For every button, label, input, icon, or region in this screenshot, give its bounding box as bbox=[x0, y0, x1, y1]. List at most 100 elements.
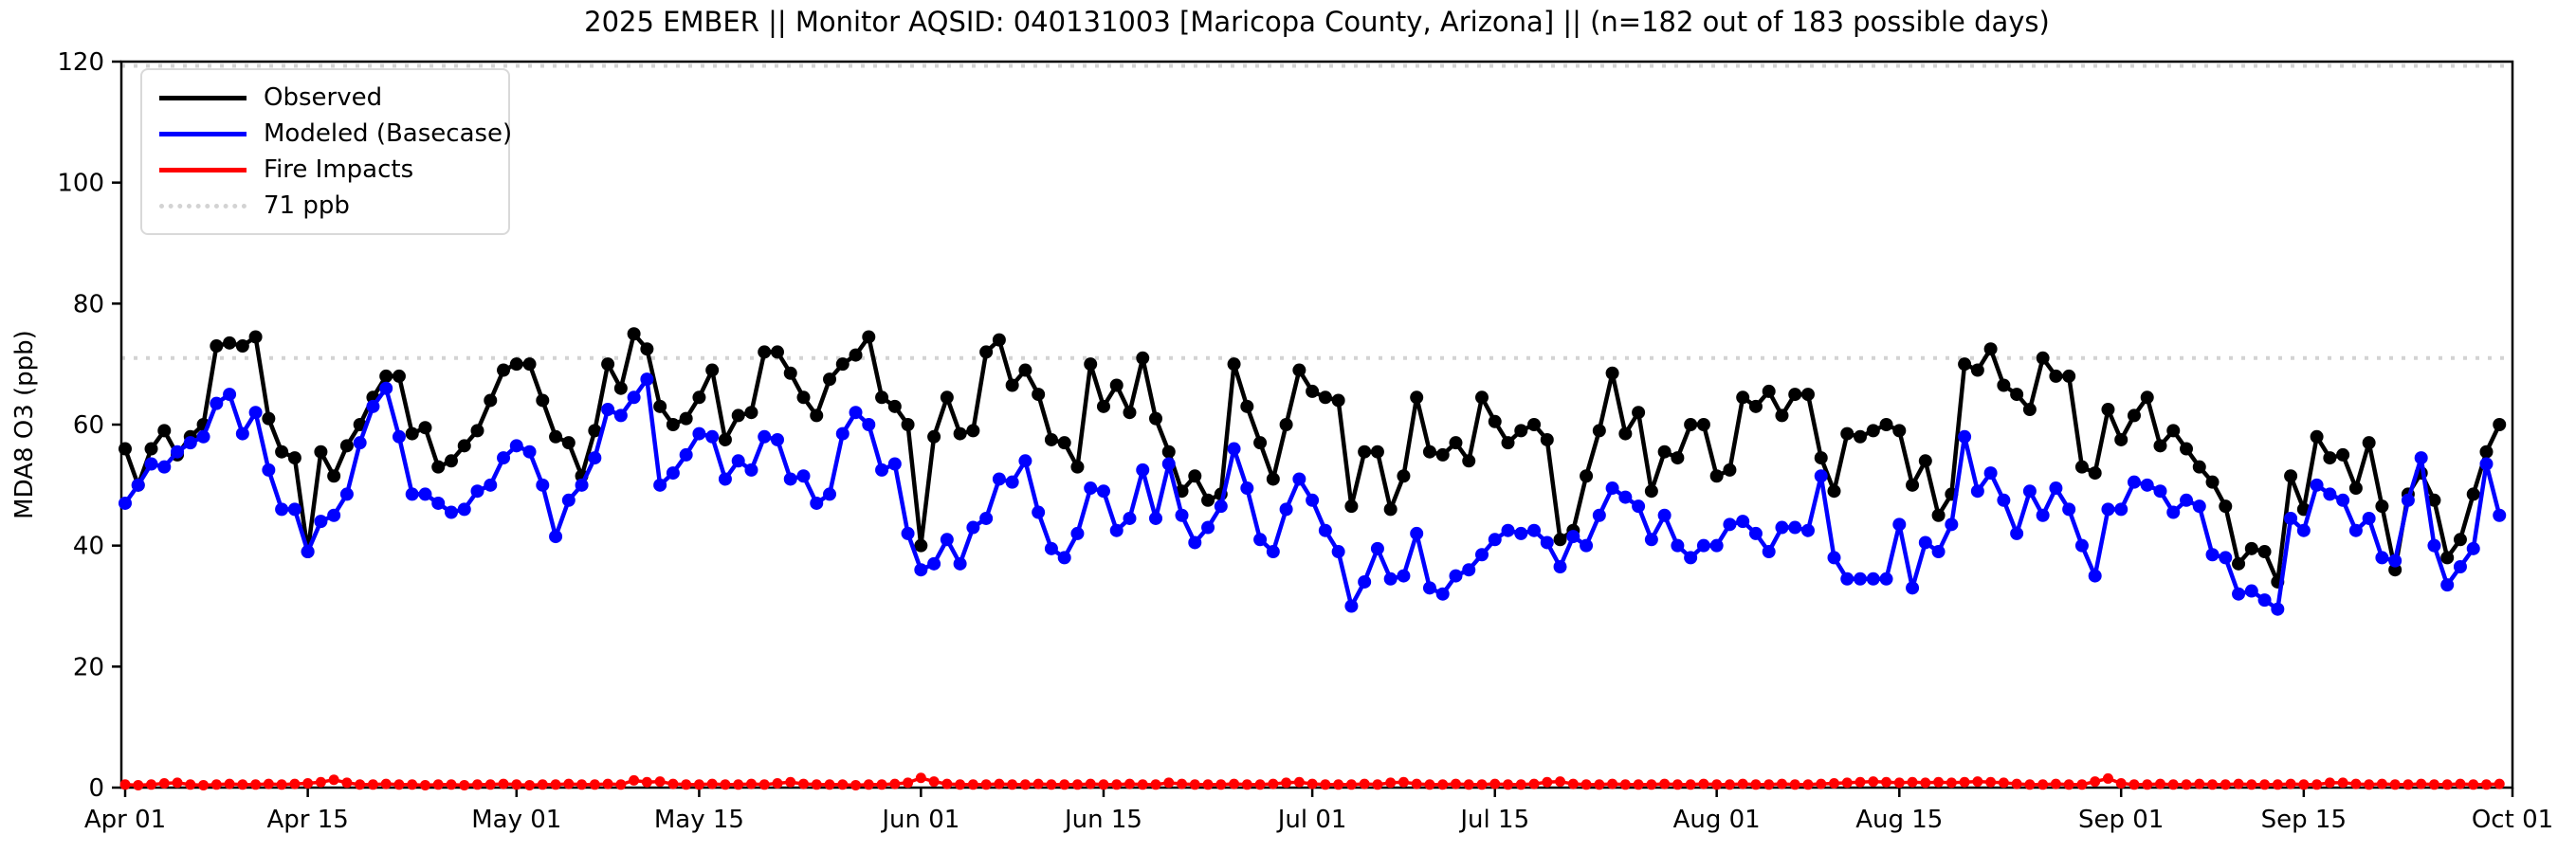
data-point bbox=[2364, 779, 2375, 790]
data-point bbox=[2050, 778, 2061, 789]
data-point bbox=[1488, 533, 1502, 547]
data-point bbox=[1501, 436, 1515, 450]
data-point bbox=[459, 779, 470, 790]
data-point bbox=[1007, 779, 1018, 790]
data-point bbox=[2453, 560, 2467, 574]
data-point bbox=[2180, 493, 2194, 507]
data-point bbox=[262, 463, 276, 477]
data-point bbox=[1776, 778, 1787, 789]
data-point bbox=[1553, 560, 1567, 574]
data-point bbox=[2192, 460, 2206, 474]
data-point bbox=[1866, 572, 1880, 586]
data-point bbox=[1161, 457, 1176, 471]
data-point bbox=[405, 487, 419, 501]
data-point bbox=[2257, 593, 2272, 608]
data-point bbox=[524, 779, 536, 790]
data-point bbox=[339, 487, 354, 501]
data-point bbox=[2414, 451, 2428, 465]
data-point bbox=[2220, 779, 2231, 790]
data-point bbox=[2088, 569, 2102, 583]
data-point bbox=[1841, 777, 1853, 789]
data-point bbox=[2024, 779, 2036, 790]
data-point bbox=[613, 408, 628, 423]
data-point bbox=[1566, 530, 1580, 544]
data-point bbox=[1594, 779, 1605, 790]
data-point bbox=[561, 436, 575, 450]
data-point bbox=[1046, 779, 1057, 790]
data-point bbox=[955, 779, 966, 790]
data-point bbox=[498, 778, 509, 789]
data-point bbox=[1449, 436, 1463, 450]
data-point bbox=[1344, 499, 1359, 514]
data-point bbox=[2140, 478, 2154, 492]
data-point bbox=[601, 357, 615, 372]
data-point bbox=[419, 779, 430, 790]
data-point bbox=[1946, 777, 1957, 789]
data-point bbox=[1633, 779, 1644, 790]
data-point bbox=[457, 439, 471, 453]
data-point bbox=[602, 778, 613, 789]
data-point bbox=[366, 399, 380, 413]
data-point bbox=[1292, 472, 1306, 486]
data-point bbox=[405, 426, 419, 441]
data-point bbox=[1398, 776, 1409, 788]
data-point bbox=[1188, 469, 1202, 483]
data-point bbox=[1814, 469, 1828, 483]
data-point bbox=[2101, 502, 2115, 517]
data-point bbox=[2493, 508, 2507, 522]
data-point bbox=[2166, 424, 2181, 438]
data-point bbox=[849, 406, 863, 420]
y-tick-label: 80 bbox=[73, 290, 104, 318]
data-point bbox=[1592, 424, 1606, 438]
data-point bbox=[653, 478, 667, 492]
data-point bbox=[1788, 388, 1802, 402]
data-point bbox=[2440, 578, 2455, 592]
data-point bbox=[522, 357, 537, 372]
data-point bbox=[758, 429, 772, 444]
legend-label: 71 ppb bbox=[264, 191, 350, 220]
data-point bbox=[484, 393, 498, 408]
data-point bbox=[2076, 779, 2088, 790]
data-point bbox=[407, 779, 418, 790]
data-point bbox=[1411, 778, 1422, 789]
data-point bbox=[2402, 779, 2414, 790]
data-point bbox=[2480, 779, 2492, 790]
data-point bbox=[992, 333, 1006, 347]
data-point bbox=[1161, 445, 1176, 459]
data-point bbox=[1331, 545, 1345, 559]
data-point bbox=[1424, 779, 1435, 790]
data-point bbox=[2140, 390, 2154, 405]
y-tick-label: 100 bbox=[57, 170, 104, 198]
data-point bbox=[862, 418, 876, 431]
data-point bbox=[979, 511, 994, 525]
data-point bbox=[627, 390, 641, 405]
data-point bbox=[1005, 378, 1019, 392]
data-point bbox=[379, 369, 393, 383]
data-point bbox=[1214, 499, 1228, 514]
data-point bbox=[2416, 778, 2427, 789]
data-point bbox=[1372, 779, 1383, 790]
data-point bbox=[2310, 429, 2324, 444]
data-point bbox=[248, 406, 263, 420]
x-tick-label: Apr 01 bbox=[84, 806, 166, 834]
data-point bbox=[1646, 779, 1657, 790]
data-point bbox=[979, 345, 994, 359]
data-point bbox=[1449, 569, 1463, 583]
data-point bbox=[1750, 779, 1762, 790]
data-point bbox=[653, 399, 667, 413]
data-point bbox=[1071, 779, 1083, 790]
data-point bbox=[1998, 777, 2009, 789]
data-point bbox=[537, 779, 548, 790]
data-point bbox=[2311, 779, 2323, 790]
data-point bbox=[1607, 778, 1618, 789]
data-point bbox=[1854, 572, 1868, 586]
data-point bbox=[927, 556, 941, 571]
data-point bbox=[2389, 779, 2401, 790]
data-point bbox=[1893, 777, 1905, 789]
data-point bbox=[744, 406, 758, 420]
data-point bbox=[2375, 551, 2389, 565]
y-axis-label: MDA8 O3 (ppb) bbox=[10, 330, 39, 519]
data-point bbox=[1788, 520, 1802, 535]
data-point bbox=[2062, 502, 2076, 517]
data-point bbox=[967, 779, 978, 790]
